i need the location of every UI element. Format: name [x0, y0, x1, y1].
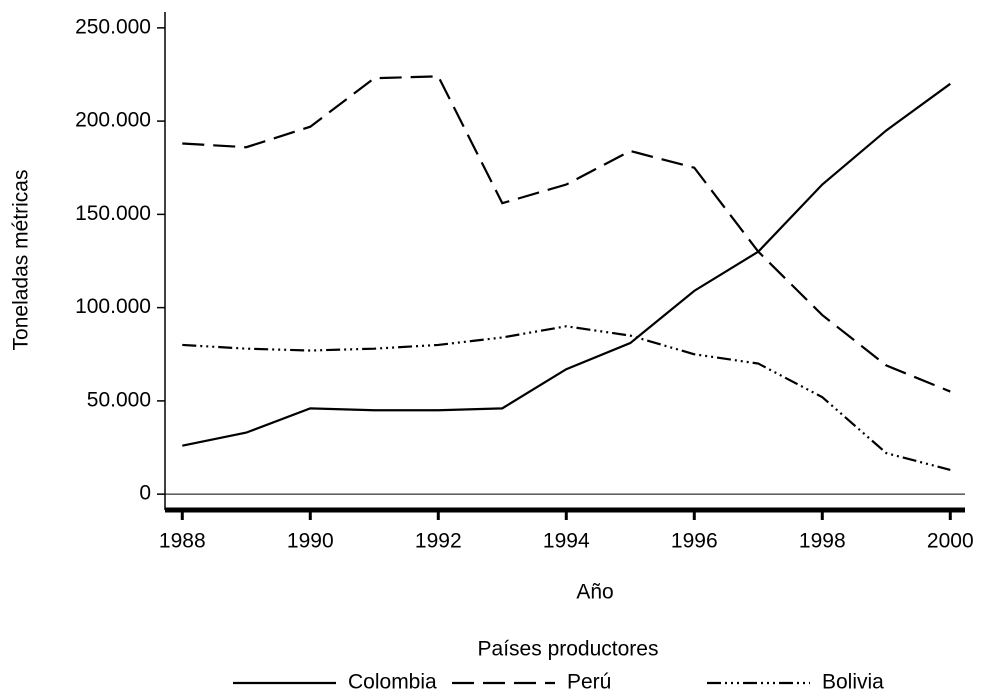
x-tick-label: 1996 [671, 530, 718, 553]
y-tick-label: 0 [139, 482, 151, 505]
y-tick-label: 200.000 [75, 109, 151, 132]
legend-label: Bolivia [822, 671, 884, 694]
y-tick-label: 150.000 [75, 202, 151, 225]
series-line [182, 82, 951, 447]
x-tick-label: 1988 [159, 530, 206, 553]
series-line [182, 325, 951, 471]
x-tick-label: 2000 [927, 530, 974, 553]
x-tick-label: 1992 [415, 530, 462, 553]
y-axis-label: Toneladas métricas [10, 170, 33, 351]
x-axis-label: Año [576, 581, 613, 604]
y-tick-label: 100.000 [75, 295, 151, 318]
x-tick-label: 1998 [799, 530, 846, 553]
y-tick-label: 50.000 [87, 388, 151, 411]
legend-label: Perú [567, 671, 611, 694]
x-tick-label: 1994 [543, 530, 590, 553]
legend-label: Colombia [348, 671, 437, 694]
series-line [182, 75, 951, 393]
x-tick-label: 1990 [287, 530, 334, 553]
y-tick-label: 250.000 [75, 15, 151, 38]
legend-title: Países productores [478, 638, 659, 661]
